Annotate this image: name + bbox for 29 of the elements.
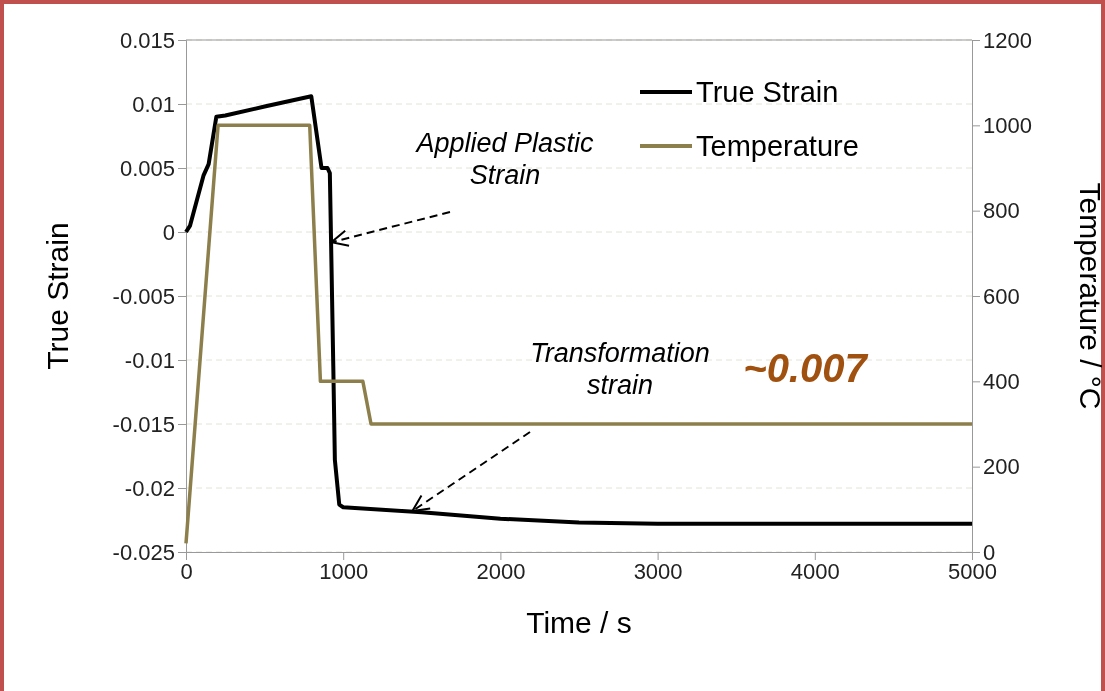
y2-tick-label: 0 bbox=[983, 539, 996, 565]
y2-axis-title: Temperature / °C bbox=[1074, 182, 1105, 410]
y-tick-label: -0.02 bbox=[124, 475, 175, 501]
x-axis-title: Time / s bbox=[526, 606, 632, 639]
y2-tick-label: 1200 bbox=[983, 27, 1032, 53]
y-tick-label: 0 bbox=[162, 219, 175, 245]
y-tick-label: -0.025 bbox=[112, 539, 175, 565]
legend-label: True Strain bbox=[696, 76, 839, 108]
legend-label: Temperature bbox=[696, 130, 859, 162]
y-tick-label: 0.005 bbox=[119, 155, 175, 181]
y2-tick-label: 200 bbox=[983, 454, 1020, 480]
y-tick-label: -0.005 bbox=[112, 283, 175, 309]
x-tick-label: 2000 bbox=[476, 558, 526, 584]
y2-tick-label: 600 bbox=[983, 283, 1020, 309]
x-tick-label: 1000 bbox=[319, 558, 369, 584]
y-tick-label: -0.015 bbox=[112, 411, 175, 437]
x-tick-label: 0 bbox=[180, 558, 193, 584]
y2-tick-label: 400 bbox=[983, 368, 1020, 394]
y-axis-title: True Strain bbox=[41, 222, 74, 370]
annotation: ~0.007 bbox=[743, 346, 869, 390]
x-tick-label: 4000 bbox=[790, 558, 840, 584]
annotation: Applied Plastic Strain bbox=[414, 128, 595, 190]
annotation: Transformation strain bbox=[530, 338, 710, 400]
y-tick-label: 0.015 bbox=[119, 27, 175, 53]
y2-tick-label: 1000 bbox=[983, 112, 1032, 138]
y-tick-label: 0.01 bbox=[132, 91, 175, 117]
y2-tick-label: 800 bbox=[983, 198, 1020, 224]
x-tick-label: 3000 bbox=[633, 558, 683, 584]
y-tick-label: -0.01 bbox=[124, 347, 175, 373]
